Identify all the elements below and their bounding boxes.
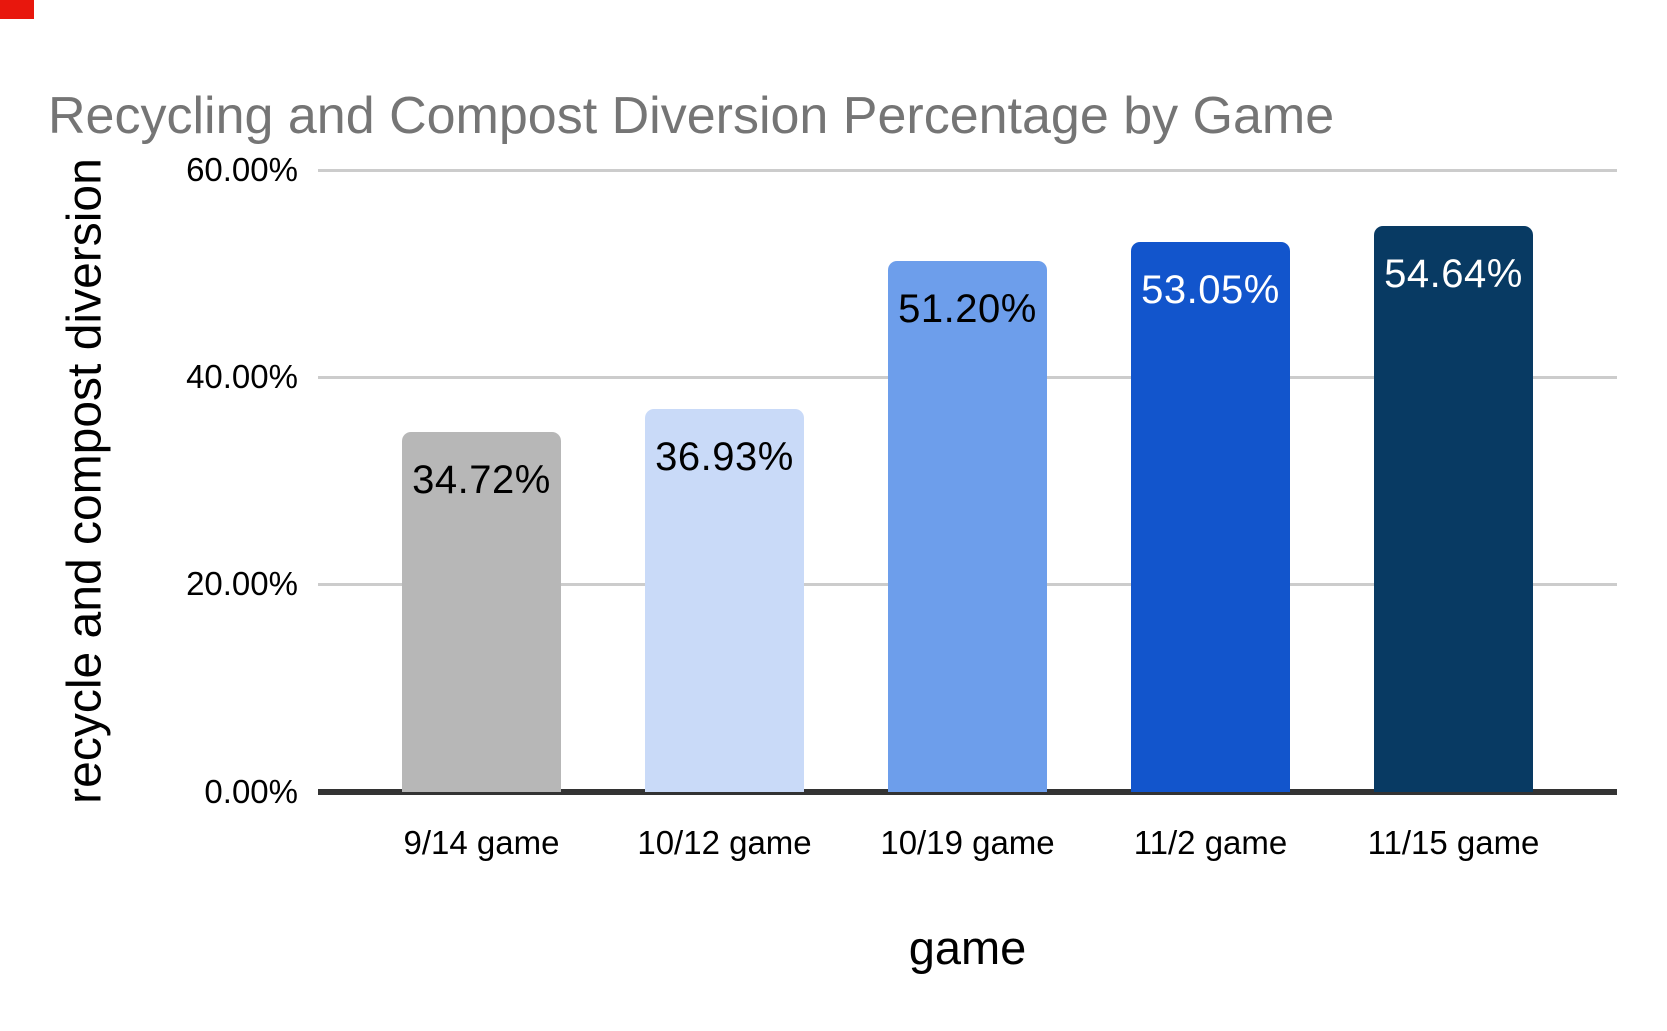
y-tick-label-40: 40.00%	[186, 358, 298, 395]
bar-series: 34.72% 36.93% 51.20% 53.05% 54.6	[360, 170, 1575, 792]
bar-value-label: 36.93%	[655, 435, 794, 480]
x-tick-label: 10/12 game	[637, 824, 812, 861]
bar-value-label: 53.05%	[1141, 268, 1280, 313]
bar-11-2-game[interactable]: 53.05%	[1131, 242, 1290, 792]
bar-9-14-game[interactable]: 34.72%	[402, 432, 561, 792]
bar-10-19-game[interactable]: 51.20%	[888, 261, 1047, 792]
bar-value-label: 34.72%	[412, 458, 551, 503]
x-tick-label: 11/15 game	[1367, 824, 1540, 861]
red-corner-mark	[0, 0, 34, 19]
bar-slot: 34.72%	[360, 170, 603, 792]
bar-slot: 54.64%	[1332, 170, 1575, 792]
bar-10-12-game[interactable]: 36.93%	[645, 409, 804, 792]
x-axis-line	[318, 789, 1617, 795]
bar-value-label: 54.64%	[1384, 251, 1523, 296]
bar-slot: 51.20%	[846, 170, 1089, 792]
y-tick-label-20: 20.00%	[186, 565, 298, 602]
gridline-60	[318, 169, 1617, 172]
y-tick-label-60: 60.00%	[186, 151, 298, 188]
x-axis-tick-labels: 9/14 game 10/12 game 10/19 game 11/2 gam…	[360, 824, 1575, 862]
chart-title: Recycling and Compost Diversion Percenta…	[48, 86, 1335, 145]
bar-11-15-game[interactable]: 54.64%	[1374, 225, 1533, 792]
x-tick-label: 9/14 game	[403, 824, 560, 861]
x-tick-label: 11/2 game	[1133, 824, 1288, 861]
y-axis-tick-labels: 60.00% 40.00% 20.00% 0.00%	[100, 151, 298, 810]
bar-slot: 36.93%	[603, 170, 846, 792]
y-tick-label-0: 0.00%	[204, 773, 298, 810]
bar-value-label: 51.20%	[898, 287, 1037, 332]
x-tick-label: 10/19 game	[880, 824, 1055, 861]
x-axis-title: game	[908, 921, 1027, 974]
bar-slot: 53.05%	[1089, 170, 1332, 792]
plot-area: 34.72% 36.93% 51.20% 53.05% 54.6	[318, 169, 1617, 795]
